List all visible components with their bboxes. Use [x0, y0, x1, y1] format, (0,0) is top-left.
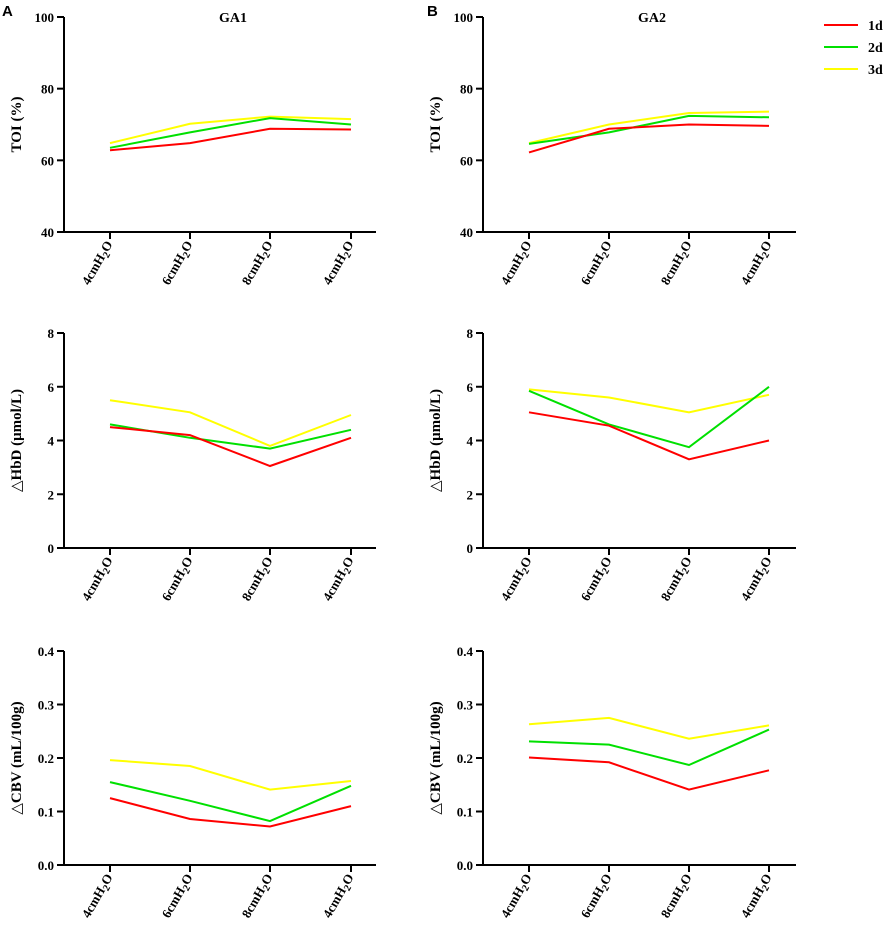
- x-tick-label: 8cmH2O: [238, 554, 278, 605]
- series-line-3d: [528, 110, 770, 145]
- series-line-1d: [528, 756, 770, 791]
- y-tick-label: 60: [41, 153, 54, 168]
- column-title-ga2: GA2: [638, 11, 666, 26]
- y-tick-label: 2: [48, 487, 55, 502]
- chart-cbv-ga2: 0.0 0.1 0.2 0.3 0.4 △CBV (mL/100g) 4cmH2O 6cmH2…: [428, 644, 796, 922]
- y-axis-title: TOI (%): [428, 97, 444, 153]
- x-tick-label: 4cmH2O: [737, 554, 777, 605]
- x-tick-label: 6cmH2O: [577, 871, 617, 922]
- y-tick-label: 4: [467, 434, 474, 449]
- y-tick-label: 0: [48, 541, 55, 556]
- series-line-1d: [528, 411, 770, 461]
- x-tick-label: 6cmH2O: [577, 554, 617, 605]
- x-tick-label: 4cmH2O: [78, 238, 118, 289]
- x-tick-label: 6cmH2O: [158, 871, 198, 922]
- panel-letter-b: B: [427, 3, 438, 20]
- x-tick-label: 4cmH2O: [78, 554, 118, 605]
- legend-entry-1d: 1d: [824, 19, 883, 34]
- x-tick-label: 4cmH2O: [497, 238, 537, 289]
- y-tick-label: 8: [48, 326, 55, 341]
- y-tick-label: 6: [467, 380, 474, 395]
- x-tick-label: 4cmH2O: [737, 238, 777, 289]
- y-tick-label: 0.2: [38, 751, 54, 766]
- x-tick-label: 8cmH2O: [657, 871, 697, 922]
- legend-label-1d: 1d: [868, 19, 883, 34]
- y-tick-label: 60: [460, 153, 473, 168]
- x-tick-label: 8cmH2O: [657, 554, 697, 605]
- y-tick-label: 0.4: [38, 644, 55, 659]
- series-line-2d: [109, 117, 352, 149]
- y-tick-label: 40: [460, 225, 473, 240]
- x-tick-label: 6cmH2O: [577, 238, 617, 289]
- x-tick-label: 8cmH2O: [238, 871, 278, 922]
- y-tick-label: 0.0: [38, 858, 54, 873]
- y-tick-label: 80: [41, 82, 54, 97]
- y-tick-label: 0.2: [457, 751, 473, 766]
- chart-hbd-ga2: 0 2 4 6 8 △HbD (μmol/L) 4cmH2O 6cmH2O 8cmH2O 4cmH…: [428, 326, 796, 605]
- x-tick-label: 6cmH2O: [158, 238, 198, 289]
- y-tick-label: 8: [467, 326, 474, 341]
- series-line-2d: [109, 781, 352, 823]
- series-line-2d: [528, 386, 770, 449]
- series-line-3d: [528, 716, 770, 740]
- y-tick-label: 0.1: [457, 805, 473, 820]
- y-axis-title: △CBV (mL/100g): [9, 701, 25, 814]
- column-title-ga1: GA1: [219, 11, 247, 26]
- x-tick-label: 8cmH2O: [657, 238, 697, 289]
- y-tick-label: 100: [454, 10, 474, 25]
- y-tick-label: 6: [48, 380, 55, 395]
- series-line-1d: [109, 426, 352, 468]
- y-axis-title: △CBV (mL/100g): [428, 701, 444, 814]
- x-tick-label: 4cmH2O: [497, 871, 537, 922]
- y-tick-label: 40: [41, 225, 54, 240]
- y-axis-title: TOI (%): [9, 97, 25, 153]
- series-line-3d: [109, 115, 352, 145]
- x-tick-label: 4cmH2O: [737, 871, 777, 922]
- legend-entry-3d: 3d: [824, 63, 883, 78]
- y-tick-label: 0: [467, 541, 474, 556]
- x-tick-label: 4cmH2O: [78, 871, 118, 922]
- chart-hbd-ga1: 0 2 4 6 8 △HbD (μmol/L) 4cmH2O 6cmH2O 8cmH2O 4cmH…: [9, 326, 376, 605]
- y-axis-title: △HbD (μmol/L): [9, 389, 25, 492]
- panel-letter-a: A: [2, 3, 13, 20]
- y-tick-label: 0.0: [457, 858, 473, 873]
- y-tick-label: 80: [460, 82, 473, 97]
- series-line-3d: [528, 388, 770, 414]
- legend-label-3d: 3d: [868, 63, 883, 78]
- series-line-1d: [109, 127, 352, 152]
- y-tick-label: 0.3: [457, 698, 474, 713]
- y-tick-label: 100: [35, 10, 55, 25]
- series-line-3d: [109, 399, 352, 447]
- x-tick-label: 4cmH2O: [319, 238, 359, 289]
- legend-entry-2d: 2d: [824, 41, 883, 56]
- series-line-1d: [109, 797, 352, 828]
- series-line-2d: [528, 114, 770, 145]
- y-tick-label: 0.4: [457, 644, 474, 659]
- chart-toi-ga2: 40 60 80 100 TOI (%) 4cmH2O 6cmH2O 8cmH2O 4cmH2O: [428, 10, 796, 289]
- chart-toi-ga1: 40 60 80 100 TOI (%) 4cmH2O 6cmH2O 8cmH2O 4cmH2O: [9, 10, 376, 289]
- x-tick-label: 4cmH2O: [319, 554, 359, 605]
- x-tick-label: 4cmH2O: [319, 871, 359, 922]
- y-tick-label: 0.1: [38, 805, 54, 820]
- y-axis-title: △HbD (μmol/L): [428, 389, 444, 492]
- x-tick-label: 8cmH2O: [238, 238, 278, 289]
- legend: 1d 2d 3d: [824, 19, 883, 78]
- y-tick-label: 0.3: [38, 698, 55, 713]
- chart-cbv-ga1: 0.0 0.1 0.2 0.3 0.4 △CBV (mL/100g) 4cmH2O 6cmH2…: [9, 644, 376, 922]
- x-tick-label: 6cmH2O: [158, 554, 198, 605]
- series-line-2d: [528, 728, 770, 767]
- legend-label-2d: 2d: [868, 41, 883, 56]
- y-tick-label: 4: [48, 434, 55, 449]
- series-line-3d: [109, 759, 352, 791]
- x-tick-label: 4cmH2O: [497, 554, 537, 605]
- series-line-1d: [528, 123, 770, 154]
- y-tick-label: 2: [467, 487, 474, 502]
